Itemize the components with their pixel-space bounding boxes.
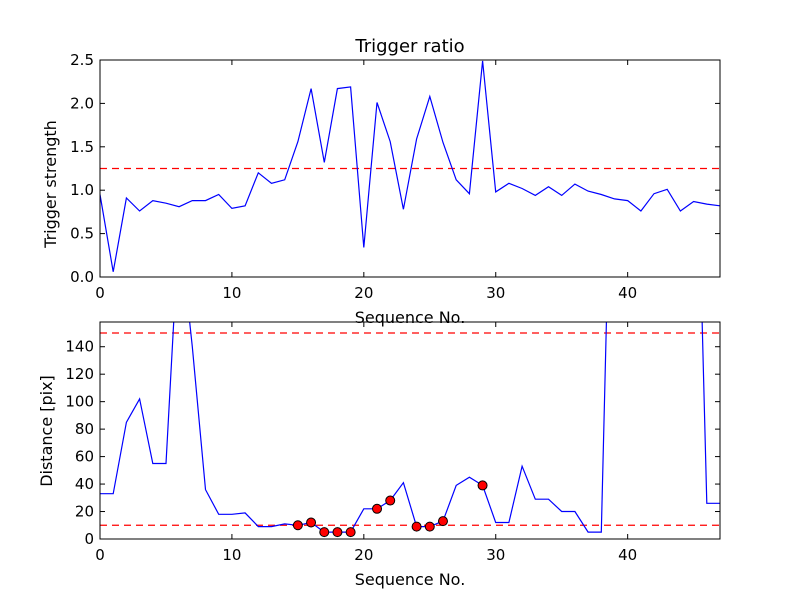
y-tick-label: 40 <box>75 475 94 493</box>
highlight-marker <box>292 520 303 531</box>
plot-frame <box>99 321 721 540</box>
x-tick-label: 0 <box>95 284 105 302</box>
highlight-marker <box>306 517 317 528</box>
plot-frame <box>99 59 721 278</box>
x-tick-label: 40 <box>618 284 637 302</box>
highlight-marker <box>477 480 488 491</box>
y-tick-label: 120 <box>65 365 94 383</box>
x-tick-label: 30 <box>486 546 505 564</box>
y-tick-label: 2.5 <box>70 51 94 69</box>
series-line <box>100 322 720 533</box>
chart-title: Trigger ratio <box>354 36 464 57</box>
y-tick-label: 1.0 <box>70 181 94 199</box>
trigger-strength-chart: Trigger ratio Sequence No. Trigger stren… <box>41 36 721 327</box>
x-axis-label: Sequence No. <box>355 308 466 327</box>
series-line <box>100 60 720 272</box>
y-tick-label: 0 <box>84 530 94 548</box>
y-axis-label: Distance [pix] <box>37 375 56 487</box>
x-tick-label: 30 <box>486 284 505 302</box>
y-tick-label: 2.0 <box>70 94 94 112</box>
x-tick-label: 10 <box>222 546 241 564</box>
distance-chart: Sequence No. Distance [pix] 0 10 20 30 40 0 20… <box>37 321 721 589</box>
highlight-marker <box>424 521 435 532</box>
y-tick-label: 140 <box>65 338 94 356</box>
highlight-marker <box>345 527 356 538</box>
highlight-marker <box>332 527 343 538</box>
y-tick-label: 60 <box>75 448 94 466</box>
x-axis-label: Sequence No. <box>355 570 466 589</box>
x-tick-label: 20 <box>354 284 373 302</box>
y-tick-label: 20 <box>75 503 94 521</box>
highlight-marker <box>437 516 448 527</box>
y-tick-label: 1.5 <box>70 138 94 156</box>
x-tick-label: 10 <box>222 284 241 302</box>
y-tick-label: 0.0 <box>70 268 94 286</box>
x-tick-label: 40 <box>618 546 637 564</box>
highlight-marker <box>372 503 383 514</box>
highlight-marker <box>411 521 422 532</box>
highlight-marker <box>319 527 330 538</box>
y-axis-label: Trigger strength <box>41 120 60 249</box>
x-tick-label: 20 <box>354 546 373 564</box>
y-tick-label: 0.5 <box>70 225 94 243</box>
y-tick-label: 80 <box>75 420 94 438</box>
y-tick-label: 100 <box>65 393 94 411</box>
highlight-marker <box>385 495 396 506</box>
x-tick-label: 0 <box>95 546 105 564</box>
